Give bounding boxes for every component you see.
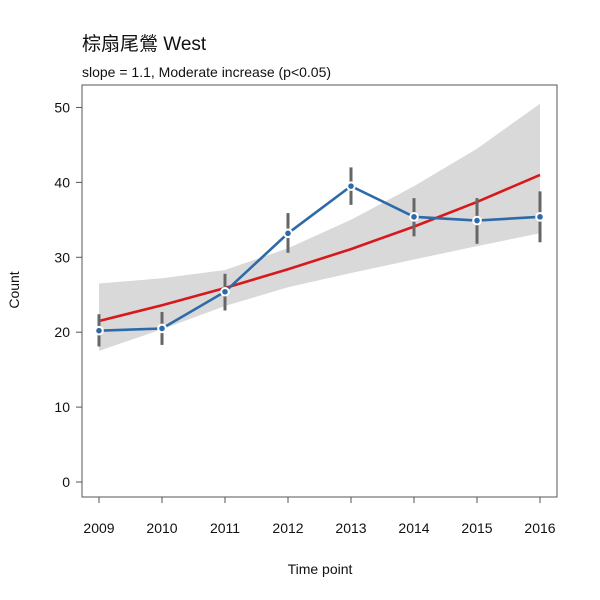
chart-title: 棕扇尾鶯 West bbox=[82, 33, 207, 55]
x-tick-label: 2016 bbox=[524, 520, 555, 536]
trend-line bbox=[98, 173, 541, 323]
x-tick-label: 2015 bbox=[461, 520, 492, 536]
y-axis-label: Count bbox=[6, 271, 22, 308]
data-point bbox=[535, 212, 545, 222]
plot-area: 0 10 20 30 40 50 2009 2010 2011 2012 2013 2014 2015 2… bbox=[54, 84, 558, 536]
x-tick-label: 2011 bbox=[210, 520, 240, 536]
x-tick-label: 2010 bbox=[146, 520, 177, 536]
observed-line bbox=[98, 184, 541, 332]
data-point bbox=[472, 215, 482, 226]
data-point bbox=[94, 325, 104, 336]
trend-confidence-band bbox=[99, 103, 540, 351]
data-point bbox=[409, 212, 419, 222]
data-point bbox=[283, 228, 293, 239]
y-tick-label: 10 bbox=[54, 399, 70, 415]
x-axis-label: Time point bbox=[288, 561, 353, 577]
chart-subtitle: slope = 1.1, Moderate increase (p<0.05) bbox=[82, 64, 331, 80]
data-point bbox=[220, 286, 230, 297]
y-tick-label: 30 bbox=[54, 249, 70, 265]
x-tick-label: 2013 bbox=[335, 520, 366, 536]
x-tick-label: 2009 bbox=[83, 520, 114, 536]
data-point bbox=[346, 181, 356, 191]
y-tick-label: 0 bbox=[62, 474, 70, 490]
y-tick-label: 40 bbox=[54, 174, 70, 190]
y-tick-label: 50 bbox=[54, 99, 70, 115]
x-tick-label: 2014 bbox=[398, 520, 429, 536]
plot-frame bbox=[81, 84, 558, 498]
x-tick-label: 2012 bbox=[272, 520, 303, 536]
y-tick-label: 20 bbox=[54, 324, 70, 340]
data-point bbox=[157, 323, 167, 334]
